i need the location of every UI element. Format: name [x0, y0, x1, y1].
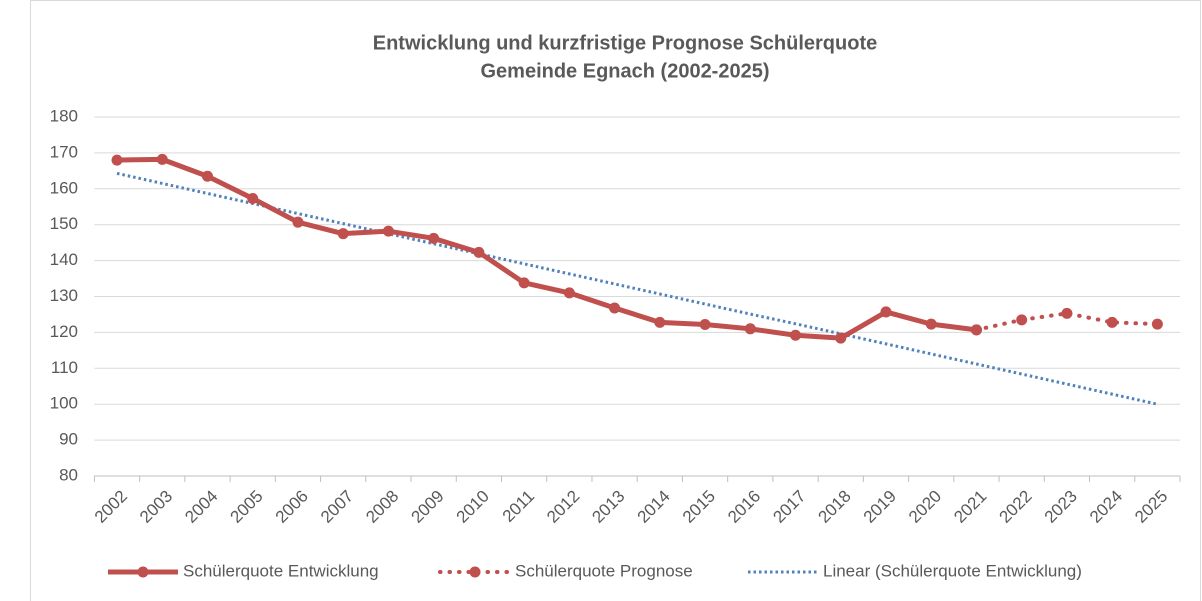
data-point: [473, 246, 485, 258]
data-point: [970, 324, 982, 336]
y-tick-label: 170: [50, 142, 78, 161]
y-tick-label: 150: [50, 214, 78, 233]
legend-label: Schülerquote Prognose: [515, 561, 693, 580]
data-point: [790, 329, 802, 341]
x-tick-label: 2024: [1086, 487, 1126, 527]
chart-title: Entwicklung und kurzfristige Prognose Sc…: [373, 32, 878, 54]
series-line: [116, 171, 1158, 406]
data-point: [654, 316, 666, 328]
chart-title: Gemeinde Egnach (2002-2025): [480, 60, 769, 82]
x-tick-label: 2025: [1131, 487, 1171, 527]
x-tick-label: 2002: [91, 487, 131, 527]
x-tick-label: 2007: [317, 487, 357, 527]
x-tick-label: 2020: [905, 487, 945, 527]
data-point: [699, 319, 711, 331]
x-tick-label: 2016: [724, 487, 764, 527]
x-tick-label: 2004: [181, 487, 221, 527]
x-tick-label: 2022: [995, 487, 1035, 527]
data-point: [201, 170, 213, 182]
data-point: [1106, 316, 1118, 328]
data-point: [1016, 314, 1028, 326]
y-tick-label: 90: [59, 430, 78, 449]
data-point: [156, 153, 168, 165]
data-point: [744, 323, 756, 335]
y-tick-label: 160: [50, 178, 78, 197]
y-tick-label: 140: [50, 250, 78, 269]
series-line: [974, 311, 1160, 332]
data-point: [428, 232, 440, 244]
data-point: [1151, 318, 1163, 330]
legend-label: Linear (Schülerquote Entwicklung): [823, 561, 1082, 580]
data-point: [609, 302, 621, 314]
x-tick-label: 2012: [543, 487, 583, 527]
data-point: [247, 192, 259, 204]
x-tick-label: 2003: [136, 487, 176, 527]
y-tick-label: 180: [50, 106, 78, 125]
legend-marker: [469, 566, 481, 578]
x-tick-label: 2021: [950, 487, 990, 527]
data-point: [518, 277, 530, 289]
x-tick-label: 2023: [1041, 487, 1081, 527]
x-tick-label: 2013: [588, 487, 628, 527]
data-point: [835, 332, 847, 344]
y-tick-label: 130: [50, 286, 78, 305]
series-line: [116, 156, 977, 341]
legend-label: Schülerquote Entwicklung: [183, 561, 379, 580]
y-tick-label: 110: [51, 358, 78, 377]
legend-marker: [137, 566, 149, 578]
data-point: [563, 287, 575, 299]
x-tick-label: 2017: [769, 487, 809, 527]
data-point: [925, 318, 937, 330]
data-point: [111, 154, 123, 166]
x-tick-label: 2019: [860, 487, 900, 527]
x-tick-label: 2006: [272, 487, 312, 527]
y-tick-label: 80: [59, 465, 78, 484]
chart-border: [30, 0, 1201, 601]
x-tick-label: 2011: [499, 487, 538, 526]
x-tick-label: 2018: [815, 487, 855, 527]
data-point: [1061, 307, 1073, 319]
x-tick-label: 2005: [227, 487, 267, 527]
data-point: [292, 216, 304, 228]
x-tick-label: 2008: [362, 487, 402, 527]
x-tick-label: 2014: [634, 487, 674, 527]
data-point: [382, 225, 394, 237]
x-tick-label: 2015: [679, 487, 719, 527]
y-tick-label: 120: [50, 322, 78, 341]
data-point: [880, 306, 892, 318]
x-tick-label: 2010: [453, 487, 493, 527]
data-point: [337, 228, 349, 240]
x-tick-label: 2009: [407, 487, 447, 527]
y-tick-label: 100: [50, 394, 78, 413]
